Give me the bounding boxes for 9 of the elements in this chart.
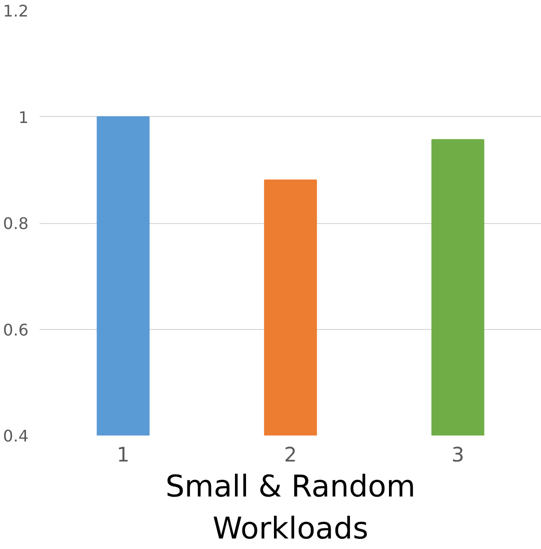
x-tick-label: 3 (451, 442, 464, 466)
x-tick-label: 2 (284, 442, 297, 466)
y-tick-label: 0.8 (3, 214, 29, 233)
y-tick-label: 0.6 (3, 320, 29, 340)
y-tick-label: 1 (18, 108, 29, 127)
y-tick-label: 1.2 (3, 2, 29, 20)
y-tick-label: 0.4 (3, 426, 29, 446)
x-tick-label: 1 (116, 442, 130, 466)
x-axis-title: Small & Random Workloads (166, 470, 416, 546)
